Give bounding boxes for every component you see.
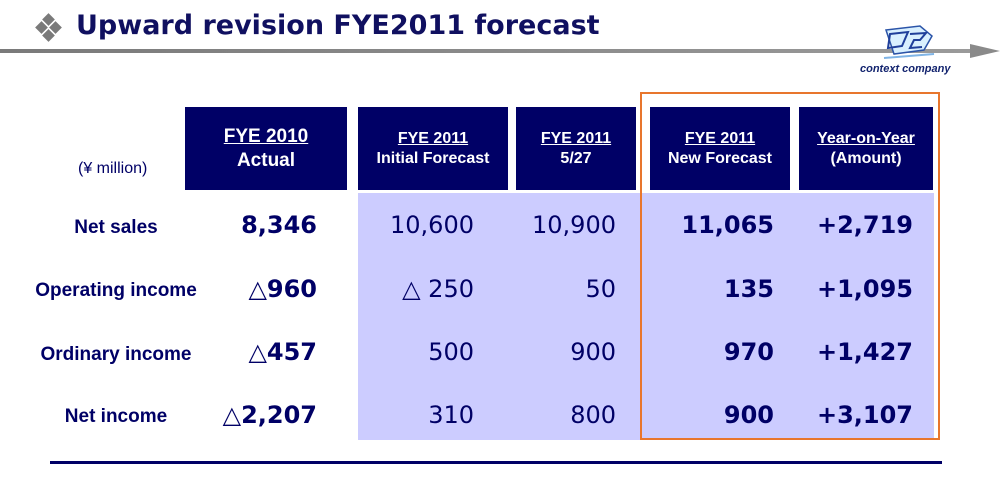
new-forecast-highlight-box xyxy=(640,92,940,440)
cell-ordinary-income-initial: 500 xyxy=(428,338,474,366)
cell-net-sales-initial: 10,600 xyxy=(390,211,474,239)
header-fye2011-initial: FYE 2011 Initial Forecast xyxy=(358,107,508,190)
cell-ordinary-income-fye2010: △457 xyxy=(248,338,317,366)
header-line2: Actual xyxy=(236,149,296,171)
cell-operating-income-new-forecast: 135 xyxy=(723,275,774,303)
header-line2: 5/27 xyxy=(560,149,592,167)
cell-ordinary-income-new-forecast: 970 xyxy=(723,338,774,366)
header-fye2011-new-forecast: FYE 2011 New Forecast xyxy=(650,107,790,190)
cell-net-sales-527: 10,900 xyxy=(532,211,616,239)
unit-label: (¥ million) xyxy=(78,160,148,177)
header-line2: New Forecast xyxy=(667,149,773,167)
header-fye2010-actual: FYE 2010 Actual xyxy=(185,107,347,190)
header-line1: Year-on-Year xyxy=(817,129,915,147)
header-line1: FYE 2011 xyxy=(540,129,612,147)
bottom-divider xyxy=(50,461,942,464)
header-line2: Initial Forecast xyxy=(376,149,490,167)
row-label-net-sales: Net sales xyxy=(74,217,158,238)
cell-net-income-initial: 310 xyxy=(428,401,474,429)
row-label-net-income: Net income xyxy=(64,406,168,427)
page-title: Upward revision FYE2011 forecast xyxy=(76,10,600,41)
header-line1: FYE 2011 xyxy=(684,129,756,147)
row-label-ordinary-income: Ordinary income xyxy=(40,344,192,365)
cell-net-sales-new-forecast: 11,065 xyxy=(681,211,774,239)
cell-operating-income-initial: △ 250 xyxy=(402,275,474,303)
cell-operating-income-fye2010: △960 xyxy=(248,275,317,303)
cell-net-income-527: 800 xyxy=(570,401,616,429)
title-arrow-rule xyxy=(0,44,1000,58)
cell-net-sales-fye2010: 8,346 xyxy=(241,211,317,239)
diamond-bullet-icon xyxy=(35,13,62,42)
cell-operating-income-527: 50 xyxy=(585,275,616,303)
header-line1: FYE 2010 xyxy=(223,125,309,147)
cell-ordinary-income-527: 900 xyxy=(570,338,616,366)
header-year-on-year: Year-on-Year (Amount) xyxy=(799,107,933,190)
forecast-panel xyxy=(358,193,934,440)
context-company-logo-icon xyxy=(883,25,935,59)
cell-operating-income-yoy: +1,095 xyxy=(816,275,913,303)
cell-net-income-new-forecast: 900 xyxy=(723,401,774,429)
cell-net-income-fye2010: △2,207 xyxy=(222,401,317,429)
cell-net-income-yoy: +3,107 xyxy=(816,401,913,429)
header-line1: FYE 2011 xyxy=(397,129,469,147)
logo-text: context company xyxy=(860,63,951,75)
header-fye2011-527: FYE 2011 5/27 xyxy=(516,107,636,190)
cell-net-sales-yoy: +2,719 xyxy=(816,211,913,239)
row-label-operating-income: Operating income xyxy=(35,280,197,301)
cell-ordinary-income-yoy: +1,427 xyxy=(816,338,913,366)
header-line2: (Amount) xyxy=(830,149,902,167)
